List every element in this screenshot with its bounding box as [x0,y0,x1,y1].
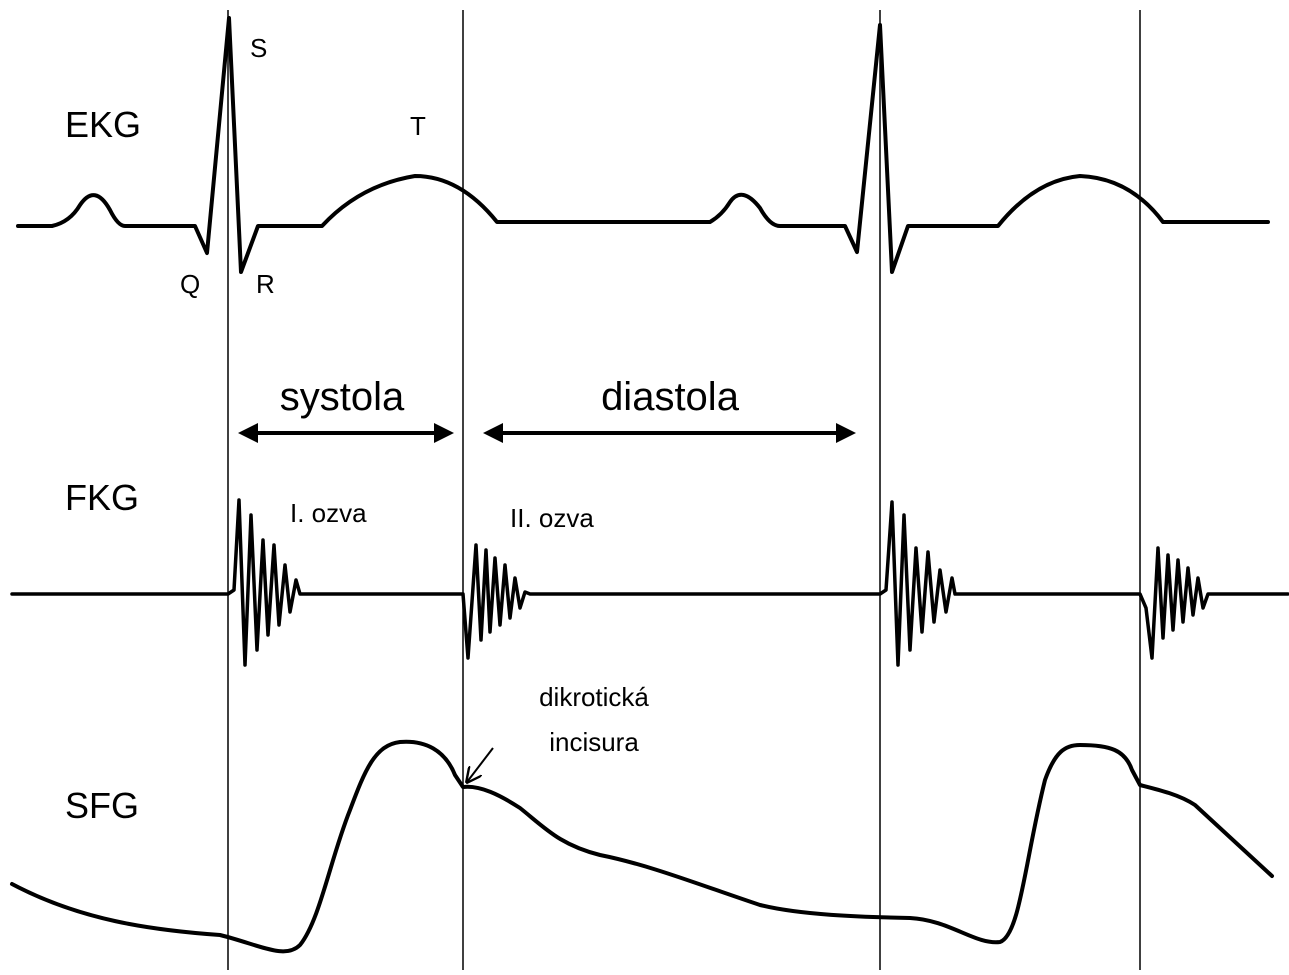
phase-label: systola [280,375,405,419]
wave-label: R [256,269,275,299]
sound-label: I. ozva [290,498,367,528]
sfg-trace [10,739,1274,954]
ekg-trace [16,16,1270,274]
phase-label: diastola [601,375,740,419]
annotation: incisura [549,727,639,757]
trace-label: SFG [65,785,139,826]
annotation: dikrotická [539,682,649,712]
wave-label: T [410,111,426,141]
trace-label: FKG [65,477,139,518]
trace-label: EKG [65,104,141,145]
incisura-arrow [467,747,494,782]
sound-label: II. ozva [510,503,594,533]
wave-label: Q [180,269,200,299]
fkg-trace [10,498,1289,667]
wave-label: S [250,33,267,63]
